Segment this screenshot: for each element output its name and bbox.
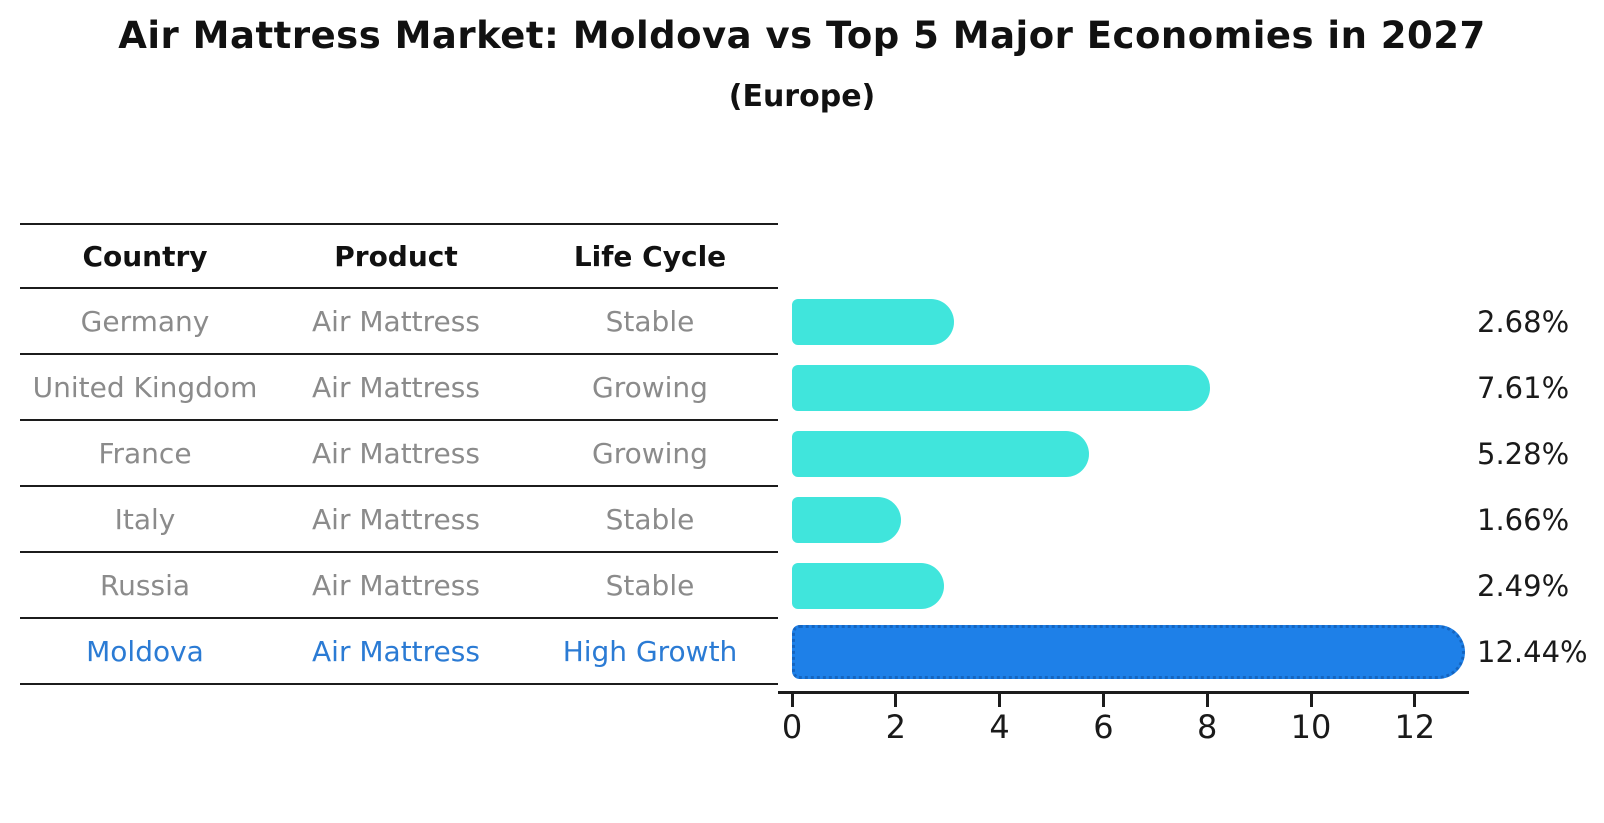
x-axis-tick-8 xyxy=(1205,694,1209,707)
bar-russia xyxy=(792,563,944,609)
cell-country: Italy xyxy=(114,502,176,536)
cell-country: Moldova xyxy=(86,634,204,668)
bar-united-kingdom xyxy=(792,365,1210,411)
x-axis-tick-12 xyxy=(1413,694,1417,707)
cell-lifecycle: Growing xyxy=(592,436,708,470)
x-axis-tick-label-8: 8 xyxy=(1197,708,1218,746)
x-axis-tick-6 xyxy=(1101,694,1105,707)
table-row-moldova: Moldova Air Mattress High Growth xyxy=(20,619,778,685)
table-row-france: France Air Mattress Growing xyxy=(20,421,778,487)
bar-value-label-russia: 2.49% xyxy=(1477,569,1570,603)
cell-country: France xyxy=(98,436,192,470)
cell-product: Air Mattress xyxy=(312,304,480,338)
table-row-russia: Russia Air Mattress Stable xyxy=(20,553,778,619)
column-header-product: Product xyxy=(334,239,458,273)
table-header-row: Country Product Life Cycle xyxy=(20,223,778,289)
x-axis-tick-label-4: 4 xyxy=(989,708,1010,746)
cell-lifecycle: High Growth xyxy=(562,634,738,668)
cell-product: Air Mattress xyxy=(312,502,480,536)
bar-italy xyxy=(792,497,901,543)
bar-france xyxy=(792,431,1089,477)
cell-country: United Kingdom xyxy=(32,370,258,404)
cell-product: Air Mattress xyxy=(312,370,480,404)
cell-country: Germany xyxy=(80,304,210,338)
bar-value-label-germany: 2.68% xyxy=(1477,305,1570,339)
x-axis-tick-label-10: 10 xyxy=(1290,708,1332,746)
chart-title: Air Mattress Market: Moldova vs Top 5 Ma… xyxy=(118,14,1486,57)
cell-country: Russia xyxy=(99,568,191,602)
x-axis-tick-0 xyxy=(790,694,794,707)
bar-value-label-france: 5.28% xyxy=(1477,437,1570,471)
cell-lifecycle: Stable xyxy=(605,304,695,338)
cell-product: Air Mattress xyxy=(312,634,480,668)
cell-product: Air Mattress xyxy=(312,568,480,602)
chart-subtitle: (Europe) xyxy=(728,79,876,114)
x-axis-tick-label-12: 12 xyxy=(1394,708,1436,746)
column-header-lifecycle: Life Cycle xyxy=(573,239,727,273)
country-table: Country Product Life Cycle Germany Air M… xyxy=(20,223,778,685)
x-axis-tick-10 xyxy=(1309,694,1313,707)
bar-germany xyxy=(792,299,954,345)
table-row-germany: Germany Air Mattress Stable xyxy=(20,289,778,355)
x-axis-tick-label-6: 6 xyxy=(1093,708,1114,746)
column-header-country: Country xyxy=(82,239,208,273)
x-axis-tick-label-0: 0 xyxy=(781,708,803,746)
cell-lifecycle: Growing xyxy=(592,370,708,404)
table-body: Germany Air Mattress Stable United Kingd… xyxy=(20,289,778,685)
x-axis-line xyxy=(778,691,1469,694)
cell-product: Air Mattress xyxy=(312,436,480,470)
table-row-italy: Italy Air Mattress Stable xyxy=(20,487,778,553)
bar-value-label-united-kingdom: 7.61% xyxy=(1477,371,1570,405)
cell-lifecycle: Stable xyxy=(605,502,695,536)
x-axis-tick-4 xyxy=(998,694,1002,707)
cell-lifecycle: Stable xyxy=(605,568,695,602)
bar-value-label-moldova: 12.44% xyxy=(1477,635,1588,669)
x-axis-tick-2 xyxy=(894,694,898,707)
table-row-united-kingdom: United Kingdom Air Mattress Growing xyxy=(20,355,778,421)
x-axis-tick-label-2: 2 xyxy=(885,708,906,746)
bar-value-label-italy: 1.66% xyxy=(1477,503,1570,537)
bar-moldova xyxy=(792,625,1465,679)
